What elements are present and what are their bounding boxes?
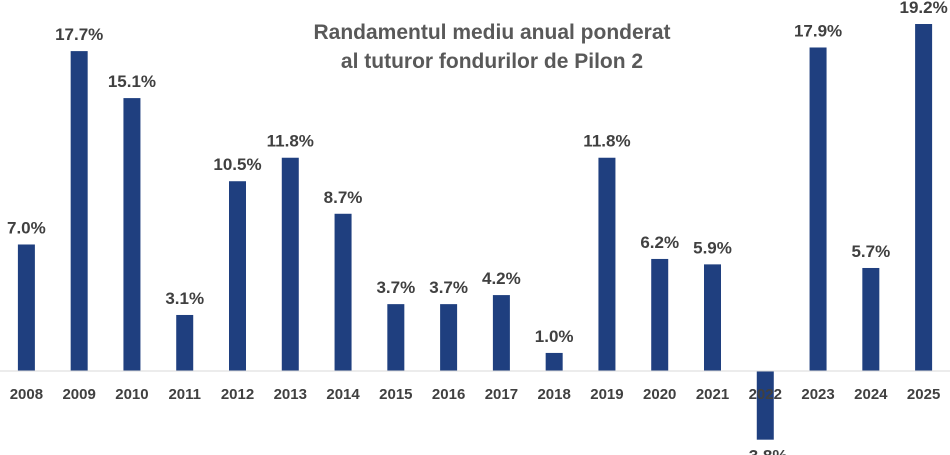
bar-2009 <box>70 51 88 372</box>
x-tick-label-2009: 2009 <box>62 386 95 403</box>
chart-title: Randamentul mediu anual ponderat <box>313 21 670 44</box>
data-labels-layer: 7.0% 17.7% 15.1% 3.1% 10.5% 11.8% 8.7% 3.7% 3.7%… <box>7 0 948 455</box>
x-tick-label-2019: 2019 <box>590 386 623 403</box>
data-label-2025: 19.2% <box>900 0 948 17</box>
x-tick-label-2025: 2025 <box>907 386 940 403</box>
bar-2015 <box>387 304 405 371</box>
x-tick-label-2008: 2008 <box>10 386 43 403</box>
data-label-2015: 3.7% <box>376 278 415 297</box>
x-tick-label-2024: 2024 <box>854 386 888 403</box>
x-tick-label-2023: 2023 <box>801 386 834 403</box>
data-label-2010: 15.1% <box>108 72 156 91</box>
x-tick-label-2016: 2016 <box>432 386 465 403</box>
data-label-2009: 17.7% <box>55 25 103 44</box>
x-tick-label-2012: 2012 <box>221 386 254 403</box>
data-label-2008: 7.0% <box>7 218 46 237</box>
data-label-2017: 4.2% <box>482 269 521 288</box>
data-label-2016: 3.7% <box>429 278 468 297</box>
bar-2019 <box>598 157 616 371</box>
bar-2011 <box>176 314 194 371</box>
data-label-2019: 11.8% <box>583 132 630 151</box>
bar-2023 <box>809 47 827 372</box>
bar-2022 <box>756 371 774 440</box>
bar-2024 <box>862 267 880 371</box>
x-tick-label-2018: 2018 <box>537 386 570 403</box>
x-tick-label-2011: 2011 <box>168 386 201 403</box>
tick-labels-layer: 2008 2009 2010 2011 2012 2013 2014 2015 2016 2017… <box>10 386 941 403</box>
data-label-2014: 8.7% <box>324 188 363 207</box>
bar-2010 <box>123 98 141 371</box>
data-label-2012: 10.5% <box>213 155 261 174</box>
data-label-2021: 5.9% <box>693 238 732 257</box>
data-label-2023: 17.9% <box>794 21 842 40</box>
bar-2025 <box>915 24 933 371</box>
data-label-2011: 3.1% <box>165 289 204 308</box>
bar-2013 <box>281 157 299 371</box>
bar-2018 <box>545 352 563 371</box>
bars-layer <box>17 24 933 440</box>
bar-2016 <box>440 304 458 371</box>
x-tick-label-2015: 2015 <box>379 386 412 403</box>
chart-subtitle: al tuturor fondurilor de Pilon 2 <box>341 50 643 73</box>
bar-2008 <box>17 244 35 371</box>
data-label-2013: 11.8% <box>267 132 314 151</box>
data-label-2020: 6.2% <box>640 233 679 252</box>
x-tick-label-2017: 2017 <box>485 386 518 403</box>
data-label-2022: -3.8% <box>743 447 787 455</box>
bar-2014 <box>334 213 352 371</box>
data-label-2018: 1.0% <box>535 327 574 346</box>
bar-2021 <box>704 264 721 371</box>
bar-2017 <box>492 295 510 371</box>
data-label-2024: 5.7% <box>851 242 890 261</box>
x-tick-label-2013: 2013 <box>274 386 307 403</box>
x-tick-label-2022: 2022 <box>749 386 782 403</box>
x-tick-label-2020: 2020 <box>643 386 676 403</box>
x-tick-label-2021: 2021 <box>696 386 729 403</box>
x-tick-label-2014: 2014 <box>326 386 360 403</box>
bar-2020 <box>651 258 669 371</box>
x-tick-label-2010: 2010 <box>115 386 148 403</box>
bar-2012 <box>229 181 246 371</box>
